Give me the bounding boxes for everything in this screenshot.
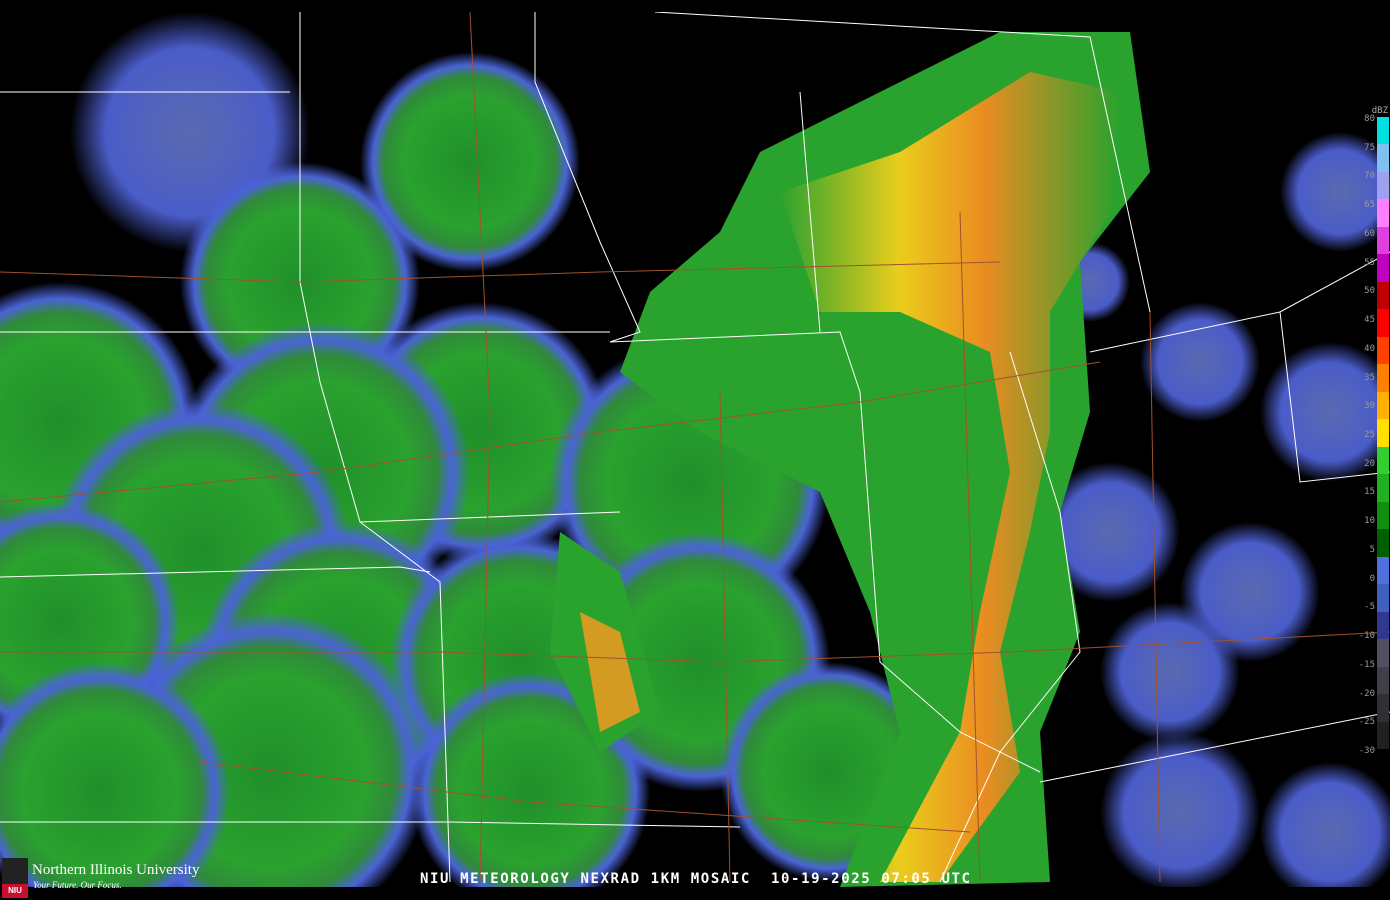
legend-label: 30 — [1364, 401, 1375, 412]
highways — [0, 12, 1390, 883]
legend-swatch — [1377, 171, 1389, 200]
legend-label: 50 — [1364, 286, 1375, 297]
legend-label: 0 — [1369, 573, 1375, 584]
legend-swatch — [1377, 529, 1389, 558]
legend-label: -25 — [1358, 717, 1375, 728]
legend-label: 20 — [1364, 458, 1375, 469]
legend-swatch — [1377, 281, 1389, 310]
legend-swatch — [1377, 501, 1389, 530]
legend-swatch — [1377, 666, 1389, 695]
bottom-bar — [0, 887, 1390, 900]
legend-swatch — [1377, 336, 1389, 365]
legend-label: 40 — [1364, 343, 1375, 354]
state-boundaries — [0, 12, 1390, 883]
dbz-legend: dBZ 80 75 70 65 60 55 50 45 40 35 30 25 20 15 10 5 0 -5 -1… — [1352, 106, 1390, 756]
niu-shield-icon: NIU — [2, 858, 28, 898]
legend-label: 10 — [1364, 516, 1375, 527]
legend-label: 65 — [1364, 200, 1375, 211]
legend-label: 75 — [1364, 142, 1375, 153]
radar-echo — [1100, 602, 1240, 742]
legend-swatch — [1377, 254, 1389, 283]
radar-map[interactable] — [0, 12, 1390, 887]
legend-swatch — [1377, 611, 1389, 640]
legend-swatch — [1377, 474, 1389, 503]
legend-swatch — [1377, 556, 1389, 585]
radar-echo — [0, 662, 230, 887]
legend-swatch — [1377, 117, 1389, 145]
radar-echo — [1280, 132, 1390, 252]
legend-label: 5 — [1369, 544, 1375, 555]
legend-label: -10 — [1358, 631, 1375, 642]
radar-echo — [1140, 302, 1260, 422]
legend-swatch — [1377, 226, 1389, 255]
legend-label: 35 — [1364, 372, 1375, 383]
legend-label: 55 — [1364, 257, 1375, 268]
legend-label: -5 — [1364, 602, 1375, 613]
legend-label: 80 — [1364, 114, 1375, 124]
legend-label: -30 — [1358, 746, 1375, 756]
radar-echo — [1260, 342, 1390, 482]
niu-logo: NIU Northern Illinois University Your Fu… — [2, 858, 227, 898]
legend-swatch — [1377, 309, 1389, 338]
storm-cell-core — [580, 612, 640, 732]
legend-label: 60 — [1364, 228, 1375, 239]
legend-swatch — [1377, 694, 1389, 722]
radar-echo — [1260, 762, 1390, 887]
legend-swatch — [1377, 364, 1389, 393]
logo-name: Northern Illinois University — [32, 862, 200, 878]
legend-label: 70 — [1364, 171, 1375, 182]
legend-label: -20 — [1358, 688, 1375, 699]
legend-label: 25 — [1364, 430, 1375, 440]
legend-colorbar — [1377, 117, 1389, 750]
legend-swatch — [1377, 419, 1389, 448]
map-caption: NIU METEOROLOGY NEXRAD 1KM MOSAIC 10-19-… — [420, 871, 972, 887]
legend-label: -15 — [1358, 659, 1375, 670]
legend-swatch — [1377, 446, 1389, 475]
legend-label: 15 — [1364, 487, 1375, 498]
radar-echo — [360, 52, 580, 272]
legend-swatch — [1377, 144, 1389, 173]
legend-swatch — [1377, 721, 1389, 750]
legend-swatch — [1377, 199, 1389, 228]
legend-swatch — [1377, 639, 1389, 668]
radar-echo — [1040, 462, 1180, 602]
legend-unit: dBZ — [1371, 106, 1388, 116]
legend-swatch — [1377, 391, 1389, 420]
radar-echo — [1100, 732, 1260, 887]
legend-label: 45 — [1364, 315, 1375, 326]
reflectivity-layer — [0, 12, 1390, 887]
legend-swatch — [1377, 584, 1389, 613]
logo-tagline: Your Future. Our Focus. — [33, 880, 122, 890]
storm-core — [780, 72, 1120, 882]
